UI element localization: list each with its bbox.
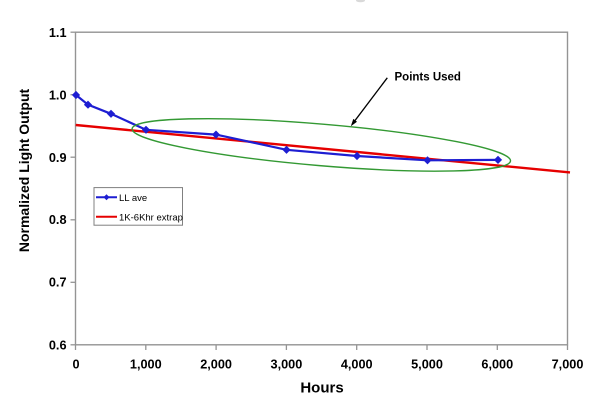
svg-text:Points Used: Points Used — [395, 72, 461, 84]
svg-text:1K-6Khr extrap: 1K-6Khr extrap — [119, 212, 183, 223]
svg-text:0.9: 0.9 — [49, 151, 67, 165]
svg-text:Normalized Light Output: Normalized Light Output — [16, 89, 32, 253]
svg-text:Hours: Hours — [300, 380, 343, 397]
svg-text:4,000: 4,000 — [341, 358, 373, 372]
svg-text:7,000: 7,000 — [552, 358, 584, 372]
svg-text:2,000: 2,000 — [200, 358, 232, 372]
svg-text:5,000: 5,000 — [411, 358, 443, 372]
svg-text:0.7: 0.7 — [49, 276, 67, 290]
svg-text:3,000: 3,000 — [271, 358, 303, 372]
svg-text:LL ave: LL ave — [119, 193, 147, 204]
svg-text:1.0: 1.0 — [49, 88, 67, 102]
svg-text:0: 0 — [72, 358, 79, 372]
svg-text:6,000: 6,000 — [481, 358, 513, 372]
svg-text:0.6: 0.6 — [49, 338, 67, 352]
svg-text:1,000: 1,000 — [130, 358, 162, 372]
svg-text:0.8: 0.8 — [49, 213, 67, 227]
svg-text:1.1: 1.1 — [49, 26, 67, 40]
